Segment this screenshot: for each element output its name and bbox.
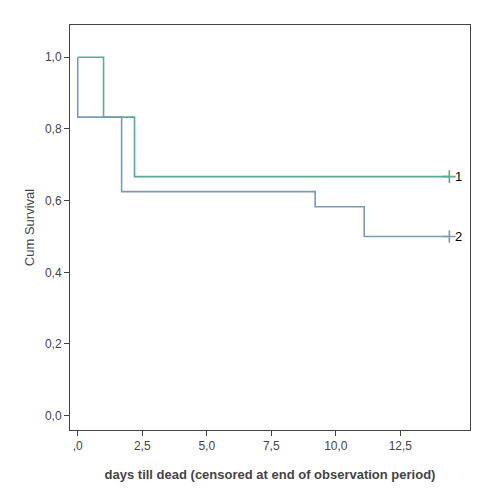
svg-text:2,5: 2,5 bbox=[134, 439, 151, 453]
svg-text:1,0: 1,0 bbox=[45, 50, 62, 64]
svg-text:12,5: 12,5 bbox=[389, 439, 413, 453]
svg-text:5,0: 5,0 bbox=[198, 439, 215, 453]
svg-text:0,2: 0,2 bbox=[45, 337, 62, 351]
svg-text:0,0: 0,0 bbox=[45, 409, 62, 423]
svg-text:0,6: 0,6 bbox=[45, 194, 62, 208]
svg-text:,0: ,0 bbox=[73, 439, 83, 453]
svg-text:1: 1 bbox=[455, 169, 462, 184]
svg-text:10,0: 10,0 bbox=[324, 439, 348, 453]
svg-text:0,4: 0,4 bbox=[45, 266, 62, 280]
svg-text:Cum Survival: Cum Survival bbox=[22, 189, 37, 266]
svg-text:7,5: 7,5 bbox=[263, 439, 280, 453]
svg-text:days till dead (censored at en: days till dead (censored at end of obser… bbox=[105, 467, 436, 482]
svg-text:0,8: 0,8 bbox=[45, 122, 62, 136]
svg-text:2: 2 bbox=[455, 229, 462, 244]
